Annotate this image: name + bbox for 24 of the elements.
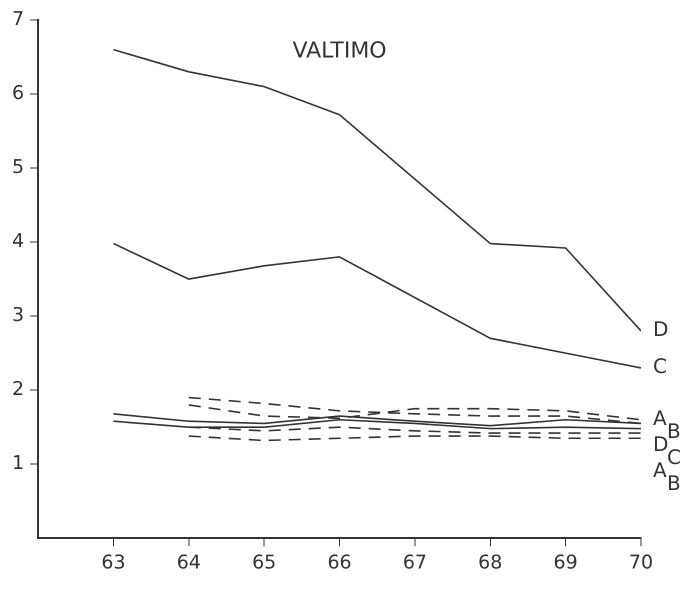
series-label: D [653, 317, 668, 342]
text: B [667, 470, 681, 495]
x-tick-label: 70 [628, 552, 654, 574]
y-tick-label: 7 [12, 8, 24, 30]
text: VALTIMO [292, 38, 387, 64]
y-tick-label: 4 [12, 230, 24, 252]
series-label: A [653, 458, 667, 482]
y-tick-label: 5 [12, 156, 24, 178]
x-tick-label: 66 [327, 552, 352, 574]
series-label: C [653, 354, 667, 378]
x-tick-label: 64 [176, 552, 201, 574]
series-label: D [653, 432, 668, 456]
y-tick-label: 1 [12, 452, 24, 474]
series-label: A [653, 406, 667, 430]
series-label: B [667, 418, 681, 443]
y-tick-label: 6 [12, 82, 24, 104]
y-tick-label: 3 [12, 304, 24, 326]
x-tick-label: 63 [101, 552, 126, 574]
x-tick-label: 67 [402, 552, 427, 574]
x-tick-label: 65 [252, 552, 276, 574]
x-tick-label: 68 [478, 552, 502, 574]
x-tick-label: 69 [554, 552, 578, 574]
series-label: C [667, 444, 681, 469]
y-tick-label: 2 [12, 378, 24, 400]
